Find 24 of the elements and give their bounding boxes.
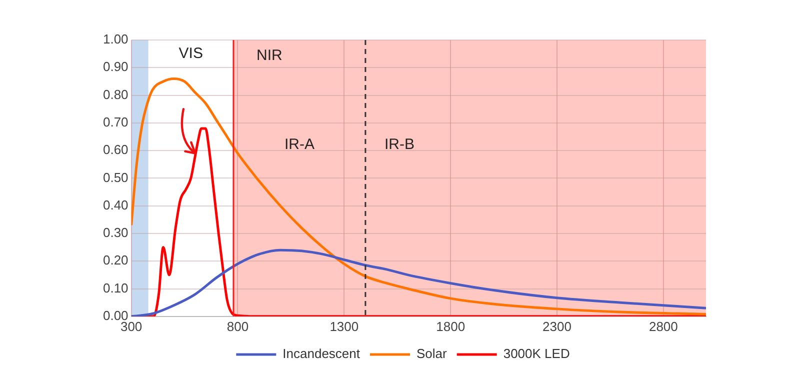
annotation: IR-B (384, 136, 414, 154)
y-tick-label: 0.70 (102, 114, 128, 130)
x-tick-label: 1800 (436, 318, 466, 334)
y-tick-label: 0.80 (102, 86, 128, 102)
x-tick-label: 2800 (648, 318, 678, 334)
y-tick-label: 1.00 (102, 32, 128, 47)
x-tick-label: 1300 (330, 318, 359, 334)
y-tick-label: 0.40 (102, 197, 128, 212)
y-tick-label: 0.50 (102, 170, 128, 185)
annotation: VIS (178, 44, 203, 62)
y-tick-label: 0.60 (102, 142, 128, 158)
y-tick-label: 0.10 (102, 280, 128, 296)
legend-label: 3000K LED (503, 346, 570, 362)
x-tick-label: 800 (226, 318, 249, 334)
y-tick-label: 0.30 (102, 225, 128, 240)
y-tick-label: 0.20 (102, 252, 128, 268)
band-label: NIR (256, 47, 283, 64)
x-tick-label: 2300 (542, 318, 572, 334)
y-tick-label: 0.90 (102, 59, 128, 74)
line-series (131, 77, 706, 316)
legend-label: Solar (416, 346, 448, 362)
line-series (131, 248, 706, 316)
annotation: IR-A (284, 136, 314, 154)
legend-label: Incandescent (282, 346, 360, 362)
